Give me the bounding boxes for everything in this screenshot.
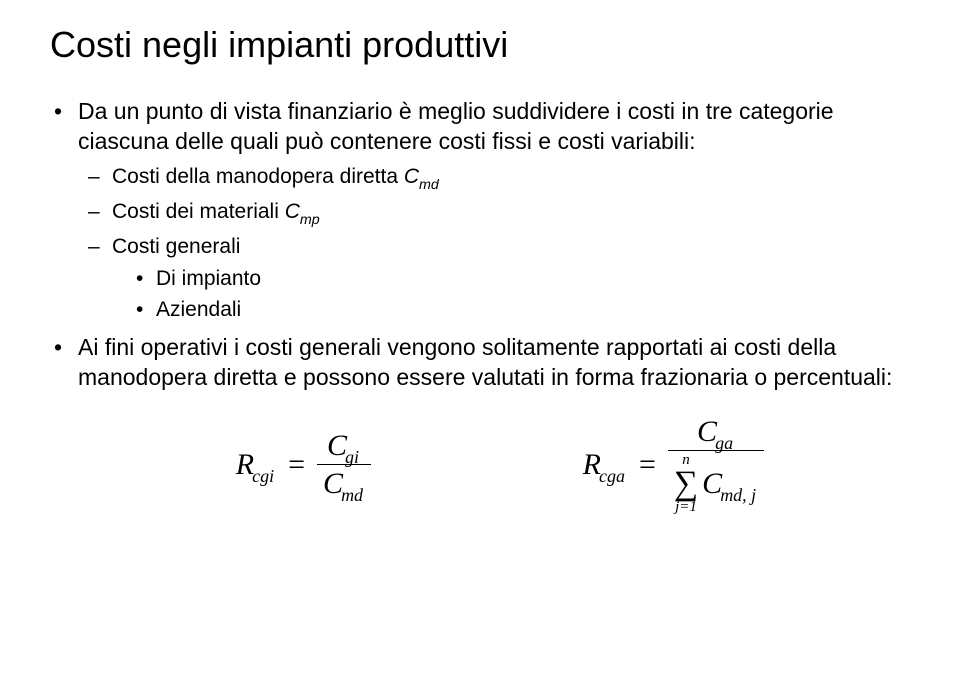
eq-equals: = — [639, 448, 656, 482]
slide: Costi negli impianti produttivi Da un pu… — [0, 0, 960, 686]
math-sub: ga — [715, 433, 733, 453]
equations-row: Rcgi = Cgi Cmd Rcga = Cga n ∑ j=1 — [50, 415, 910, 515]
equation-1: Rcgi = Cgi Cmd — [236, 429, 371, 500]
fraction: Cgi Cmd — [317, 429, 371, 500]
bullet-item: Ai fini operativi i costi generali vengo… — [50, 332, 910, 393]
subsub-item: Di impianto — [112, 265, 910, 293]
fraction-den: Cmd — [317, 467, 371, 500]
eq-equals: = — [288, 448, 305, 482]
sub-text: Costi della manodopera diretta — [112, 165, 404, 188]
fraction: Cga n ∑ j=1 Cmd, j — [668, 415, 764, 515]
sub-item: Costi generali Di impianto Aziendali — [78, 233, 910, 324]
bullet-text: Ai fini operativi i costi generali vengo… — [78, 334, 892, 390]
subsub-text: Di impianto — [156, 267, 261, 290]
slide-title: Costi negli impianti produttivi — [50, 24, 910, 66]
sub-list: Costi della manodopera diretta Cmd Costi… — [78, 163, 910, 324]
math-sub: md — [341, 485, 363, 505]
sum-symbol: n ∑ j=1 — [674, 453, 698, 515]
sub-item: Costi della manodopera diretta Cmd — [78, 163, 910, 194]
math-sub: md — [419, 177, 439, 193]
bullet-text: Da un punto di vista finanziario è megli… — [78, 98, 834, 154]
sum-term: Cmd, j — [702, 467, 758, 500]
fraction-den: n ∑ j=1 Cmd, j — [668, 453, 764, 515]
equation-2: Rcga = Cga n ∑ j=1 Cmd, j — [583, 415, 765, 515]
math-sub: md, j — [720, 485, 756, 505]
math-sub: cga — [599, 466, 625, 486]
bullet-item: Da un punto di vista finanziario è megli… — [50, 96, 910, 324]
math-sub: gi — [345, 447, 359, 467]
sub-text: Costi dei materiali — [112, 200, 285, 223]
math-var: C — [404, 165, 419, 188]
math-sub: mp — [300, 212, 320, 228]
sub-text: Costi generali — [112, 235, 240, 258]
fraction-num: Cga — [691, 415, 741, 448]
subsub-text: Aziendali — [156, 298, 241, 321]
math-var: C — [285, 200, 300, 223]
math-sub: cgi — [252, 466, 274, 486]
fraction-num: Cgi — [321, 429, 367, 462]
subsub-item: Aziendali — [112, 296, 910, 324]
subsub-list: Di impianto Aziendali — [112, 265, 910, 324]
bullet-list: Da un punto di vista finanziario è megli… — [50, 96, 910, 393]
sigma-icon: ∑ — [674, 467, 698, 501]
sum-lower: j=1 — [675, 500, 697, 515]
eq-lhs: Rcga — [583, 448, 627, 482]
eq-lhs: Rcgi — [236, 448, 276, 482]
sub-item: Costi dei materiali Cmp — [78, 198, 910, 229]
